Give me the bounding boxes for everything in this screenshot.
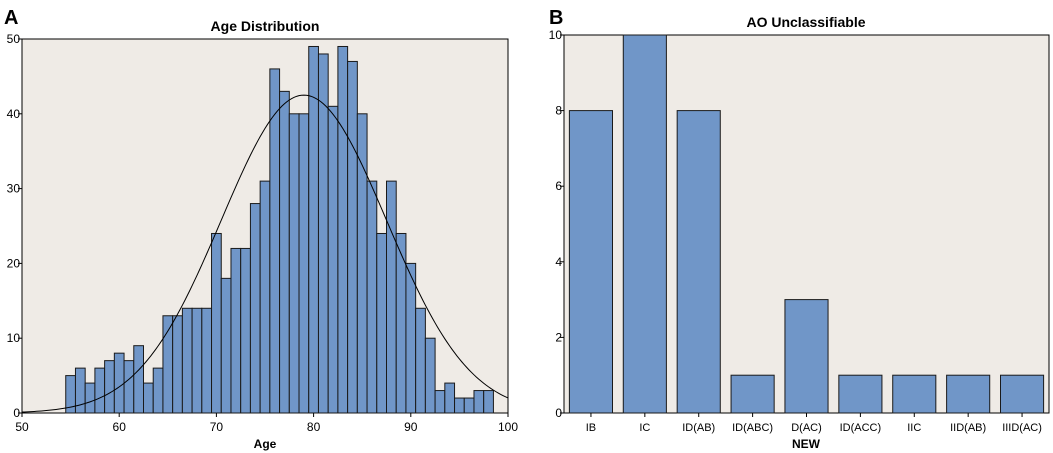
category-bar <box>730 374 775 414</box>
category-label: IB <box>586 422 596 434</box>
y-tick-label: 10 <box>549 28 563 42</box>
histogram-bar <box>386 180 397 414</box>
category-label: IIC <box>907 422 921 434</box>
category-bar <box>1000 374 1045 414</box>
x-tick-label: 70 <box>210 420 224 434</box>
histogram-bar <box>366 180 378 414</box>
histogram-bar <box>240 247 251 414</box>
category-bar <box>892 374 937 414</box>
panel-b-letter: B <box>549 7 563 29</box>
histogram-bar <box>84 382 96 414</box>
histogram-bar <box>337 45 349 414</box>
histogram-bar <box>415 307 426 414</box>
histogram-bar <box>94 367 106 414</box>
histogram-bar <box>473 390 485 414</box>
histogram-bar <box>104 360 115 414</box>
y-tick-label: 30 <box>7 182 21 196</box>
ao-bars <box>568 34 1045 414</box>
histogram-bar <box>181 307 193 414</box>
x-tick-label: 80 <box>307 420 321 434</box>
histogram-bar <box>230 247 242 414</box>
y-tick-label: 50 <box>7 32 21 46</box>
histogram-bar <box>308 45 319 414</box>
age-chart-title: Age Distribution <box>211 18 320 34</box>
ao-x-axis-label: NEW <box>792 437 821 451</box>
histogram-bar <box>269 68 281 414</box>
histogram-bar <box>483 390 494 414</box>
histogram-bar <box>220 277 232 414</box>
histogram-bar <box>347 60 358 414</box>
age-x-axis-label: Age <box>254 437 277 451</box>
category-bar <box>676 110 721 414</box>
ao-x-axis: IB IC ID(AB) ID(ABC) D(AC) ID(ACC) IIC IID(AB) I… <box>586 413 1042 434</box>
y-tick-label: 2 <box>555 330 562 344</box>
category-label: ID(ACC) <box>840 422 882 434</box>
histogram-bar <box>113 352 125 414</box>
histogram-bar <box>191 307 203 414</box>
histogram-bar <box>327 105 339 414</box>
histogram-bar <box>259 180 271 414</box>
category-label: IID(AB) <box>950 422 986 434</box>
ao-chart-title: AO Unclassifiable <box>746 14 865 30</box>
histogram-bar <box>211 232 222 414</box>
panel-a-letter: A <box>4 7 18 29</box>
category-label: IIID(AC) <box>1002 422 1042 434</box>
histogram-bar <box>133 345 144 414</box>
category-label: ID(ABC) <box>732 422 773 434</box>
category-label: IC <box>639 422 650 434</box>
histogram-bar <box>249 203 261 414</box>
histogram-bar <box>405 262 417 414</box>
histogram-bar <box>463 397 475 414</box>
y-tick-label: 0 <box>13 406 20 420</box>
histogram-bar <box>201 307 213 414</box>
histogram-bar <box>424 337 436 414</box>
histogram-bar <box>123 360 135 414</box>
histogram-bar <box>444 382 456 414</box>
histogram-bar <box>172 315 183 414</box>
histogram-bar <box>143 382 154 414</box>
x-tick-label: 100 <box>498 420 518 434</box>
y-tick-label: 20 <box>7 256 21 270</box>
histogram-bar <box>152 367 164 414</box>
age-distribution-panel: A Age Distribution 0 10 20 30 40 50 50 60 70 80 9… <box>4 7 518 451</box>
category-bar <box>622 34 667 414</box>
histogram-bar <box>434 390 446 414</box>
age-y-axis: 0 10 20 30 40 50 <box>7 32 22 420</box>
category-label: ID(AB) <box>682 422 715 434</box>
category-label: D(AC) <box>791 422 822 434</box>
y-tick-label: 40 <box>7 107 21 121</box>
y-tick-label: 10 <box>7 331 21 345</box>
age-histogram-bars <box>65 45 494 414</box>
y-tick-label: 8 <box>555 104 562 118</box>
histogram-bar <box>298 113 310 414</box>
ao-y-axis: 0 2 4 6 8 10 <box>549 28 564 420</box>
histogram-bar <box>376 232 387 414</box>
category-bar <box>946 374 991 414</box>
x-tick-label: 60 <box>113 420 127 434</box>
histogram-bar <box>317 53 329 414</box>
ao-unclassifiable-panel: B AO Unclassifiable 0 2 4 6 8 10 IB IC ID(AB) ID… <box>549 7 1050 451</box>
age-x-axis: 50 60 70 80 90 100 <box>15 413 518 434</box>
x-tick-label: 50 <box>15 420 29 434</box>
category-bar <box>568 110 614 414</box>
category-bar <box>784 299 829 414</box>
x-tick-label: 90 <box>404 420 418 434</box>
histogram-bar <box>454 397 465 414</box>
y-tick-label: 4 <box>555 255 562 269</box>
y-tick-label: 0 <box>555 406 562 420</box>
y-tick-label: 6 <box>555 179 562 193</box>
normal-curve-overlay <box>21 94 509 413</box>
category-bar <box>838 374 883 414</box>
histogram-bar <box>288 113 300 414</box>
histogram-bar <box>74 367 86 414</box>
histogram-bar <box>279 90 290 414</box>
